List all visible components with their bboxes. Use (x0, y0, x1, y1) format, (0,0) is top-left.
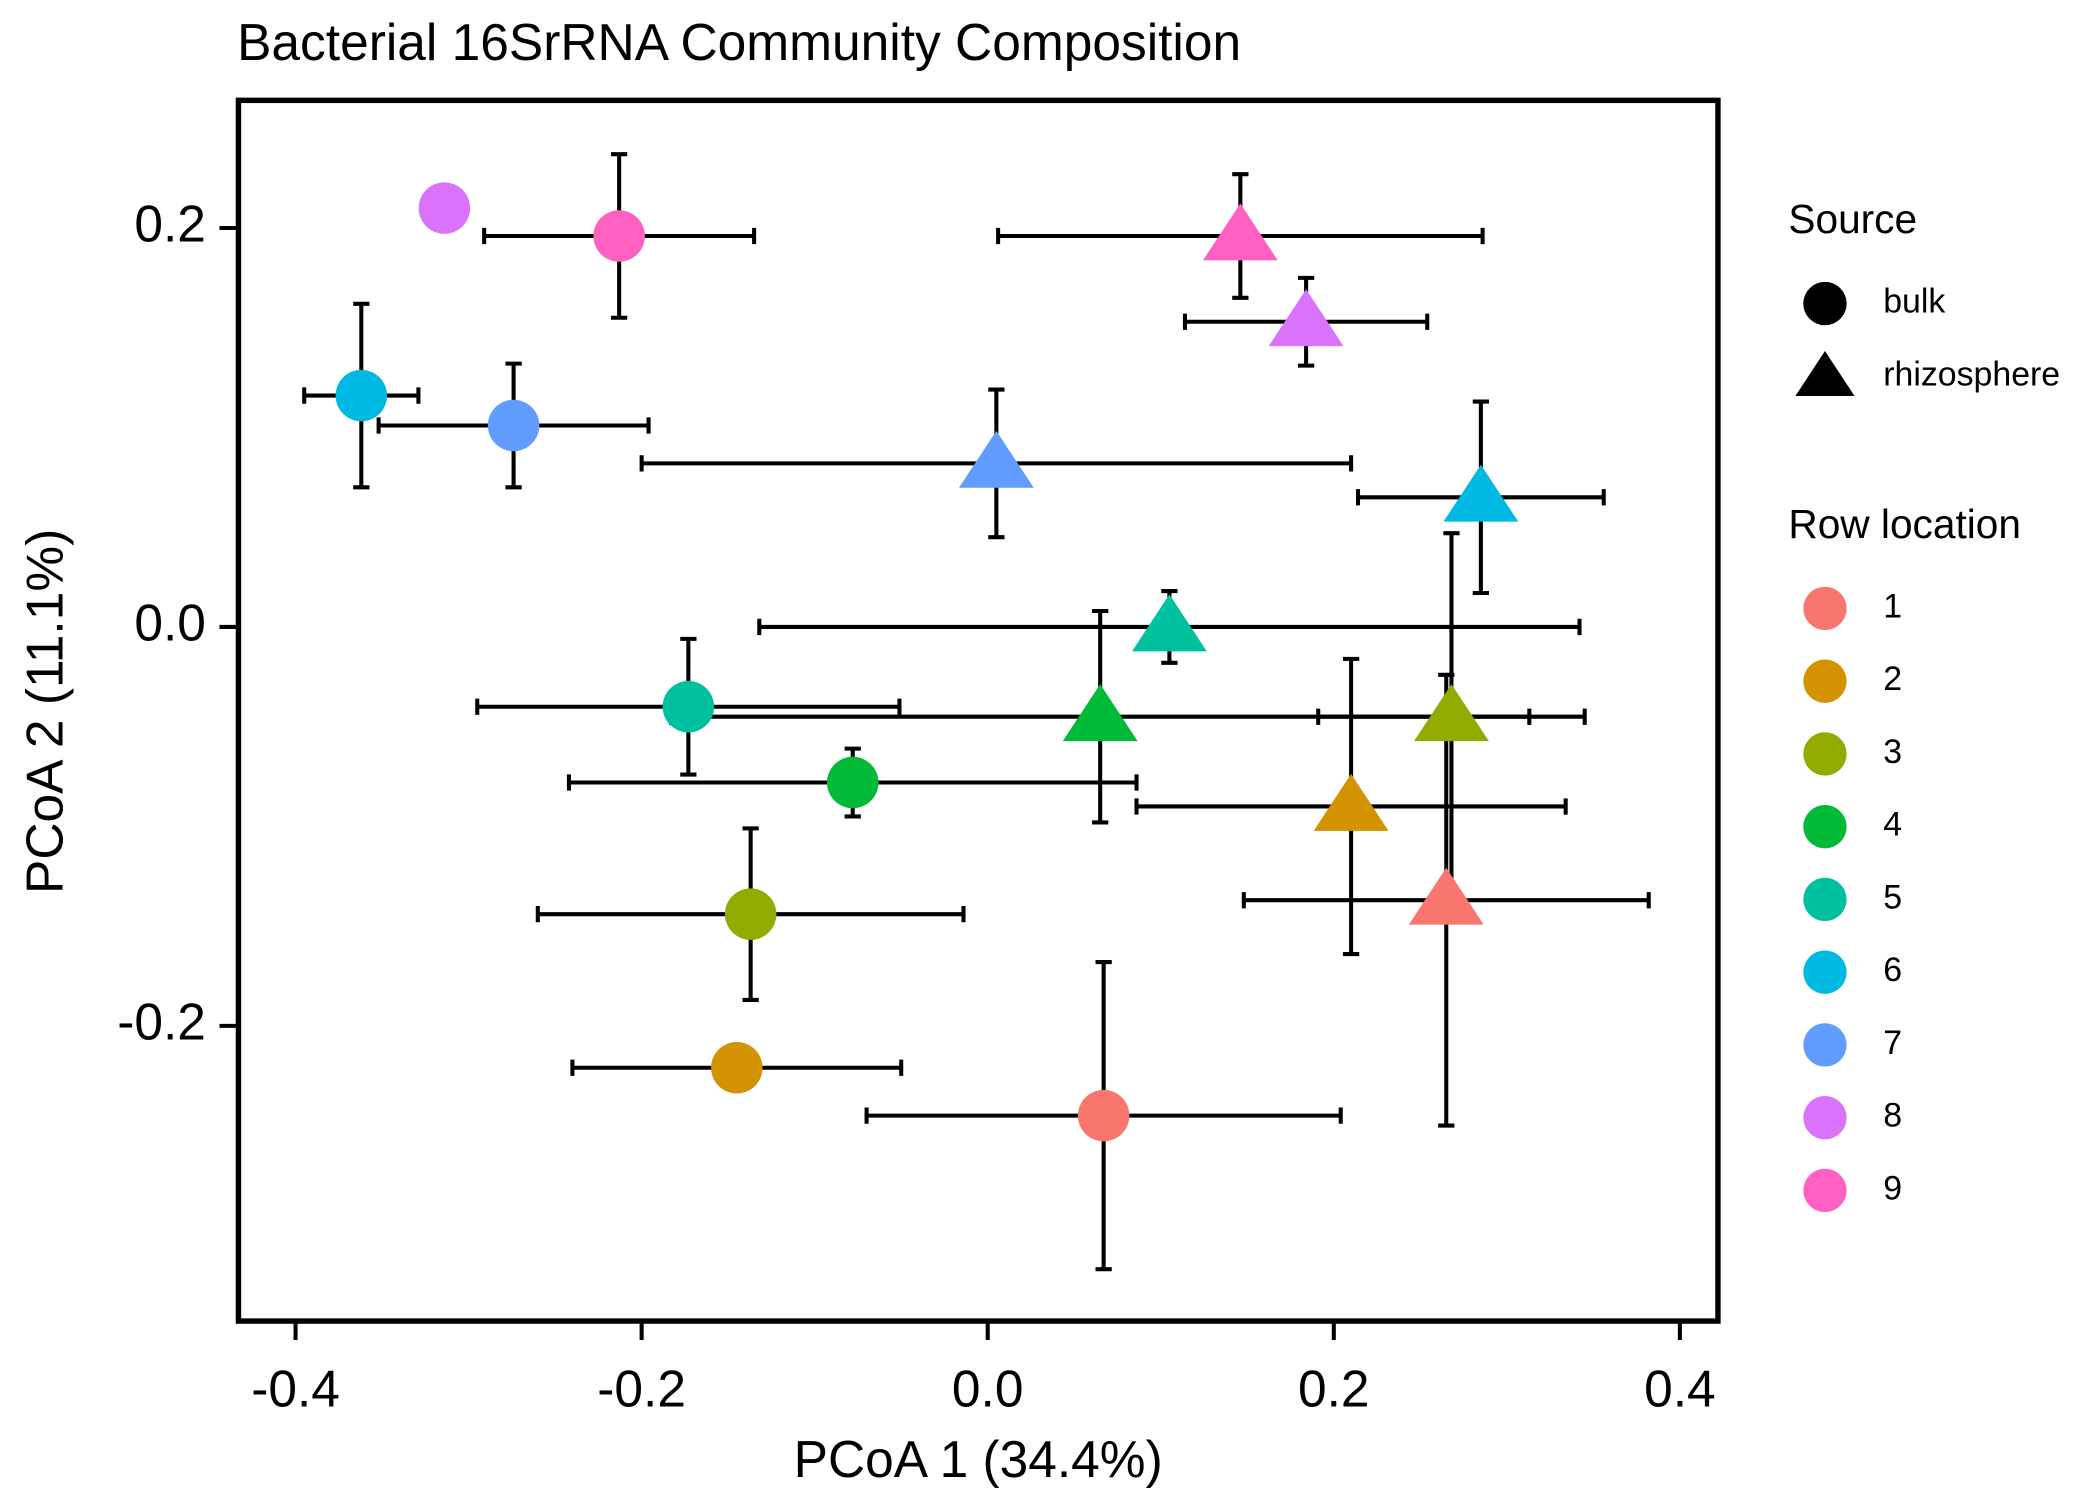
point (418, 182, 471, 234)
point (593, 210, 645, 262)
point (335, 369, 388, 422)
legend-symbol (1795, 351, 1855, 397)
legend-label: 6 (1883, 951, 1902, 989)
legend-symbol (1803, 1168, 1847, 1213)
x-axis-label: PCoA 1 (34.4%) (794, 1430, 1163, 1488)
y-axis-label: PCoA 2 (11.1%) (15, 529, 73, 894)
legend-symbol (1803, 659, 1847, 703)
plot-frame (235, 97, 1721, 1324)
chart-title: Bacterial 16SrRNA Community Composition (237, 13, 1241, 71)
point (487, 399, 540, 452)
legend-symbol (1803, 732, 1847, 776)
point (1313, 773, 1389, 831)
x-tick-label: 0.4 (1644, 1359, 1716, 1417)
legend-title: Source (1788, 196, 1917, 242)
legend-symbol (1803, 805, 1847, 849)
legend-label: 4 (1883, 806, 1902, 844)
legend-label: 7 (1883, 1024, 1902, 1062)
point (662, 680, 715, 733)
legend-label: 2 (1883, 660, 1902, 698)
legend-label: 9 (1883, 1169, 1902, 1207)
legend-symbol (1803, 950, 1847, 994)
legend-symbol (1803, 877, 1847, 922)
point (724, 888, 777, 940)
legend-label: 1 (1883, 587, 1902, 625)
point (958, 430, 1034, 488)
legend-label: 8 (1883, 1097, 1902, 1135)
y-tick-label: 0.0 (134, 594, 206, 652)
y-tick-label: -0.2 (117, 992, 206, 1050)
x-tick-label: 0.2 (1298, 1359, 1370, 1417)
legend-label: bulk (1883, 283, 1945, 321)
legend-symbol (1803, 586, 1847, 631)
legend-label: 3 (1883, 733, 1902, 771)
point (1443, 464, 1519, 522)
point (826, 756, 879, 809)
legend-symbol (1803, 1023, 1847, 1067)
x-tick-label: -0.2 (597, 1359, 686, 1417)
point (1077, 1089, 1130, 1142)
legend-symbol (1803, 1096, 1847, 1140)
legend-label: rhizosphere (1883, 356, 2060, 394)
y-tick-label: 0.2 (134, 195, 206, 253)
point (1062, 684, 1138, 742)
legend-title: Row location (1788, 501, 2021, 547)
legend-symbol (1803, 281, 1847, 326)
point (711, 1042, 763, 1094)
point (1408, 867, 1484, 925)
x-tick-label: -0.4 (251, 1359, 340, 1417)
point (1268, 289, 1344, 347)
legend-label: 5 (1883, 878, 1902, 916)
point (1414, 684, 1489, 742)
point (1132, 594, 1207, 652)
point (1202, 203, 1278, 261)
x-tick-label: 0.0 (952, 1359, 1024, 1417)
